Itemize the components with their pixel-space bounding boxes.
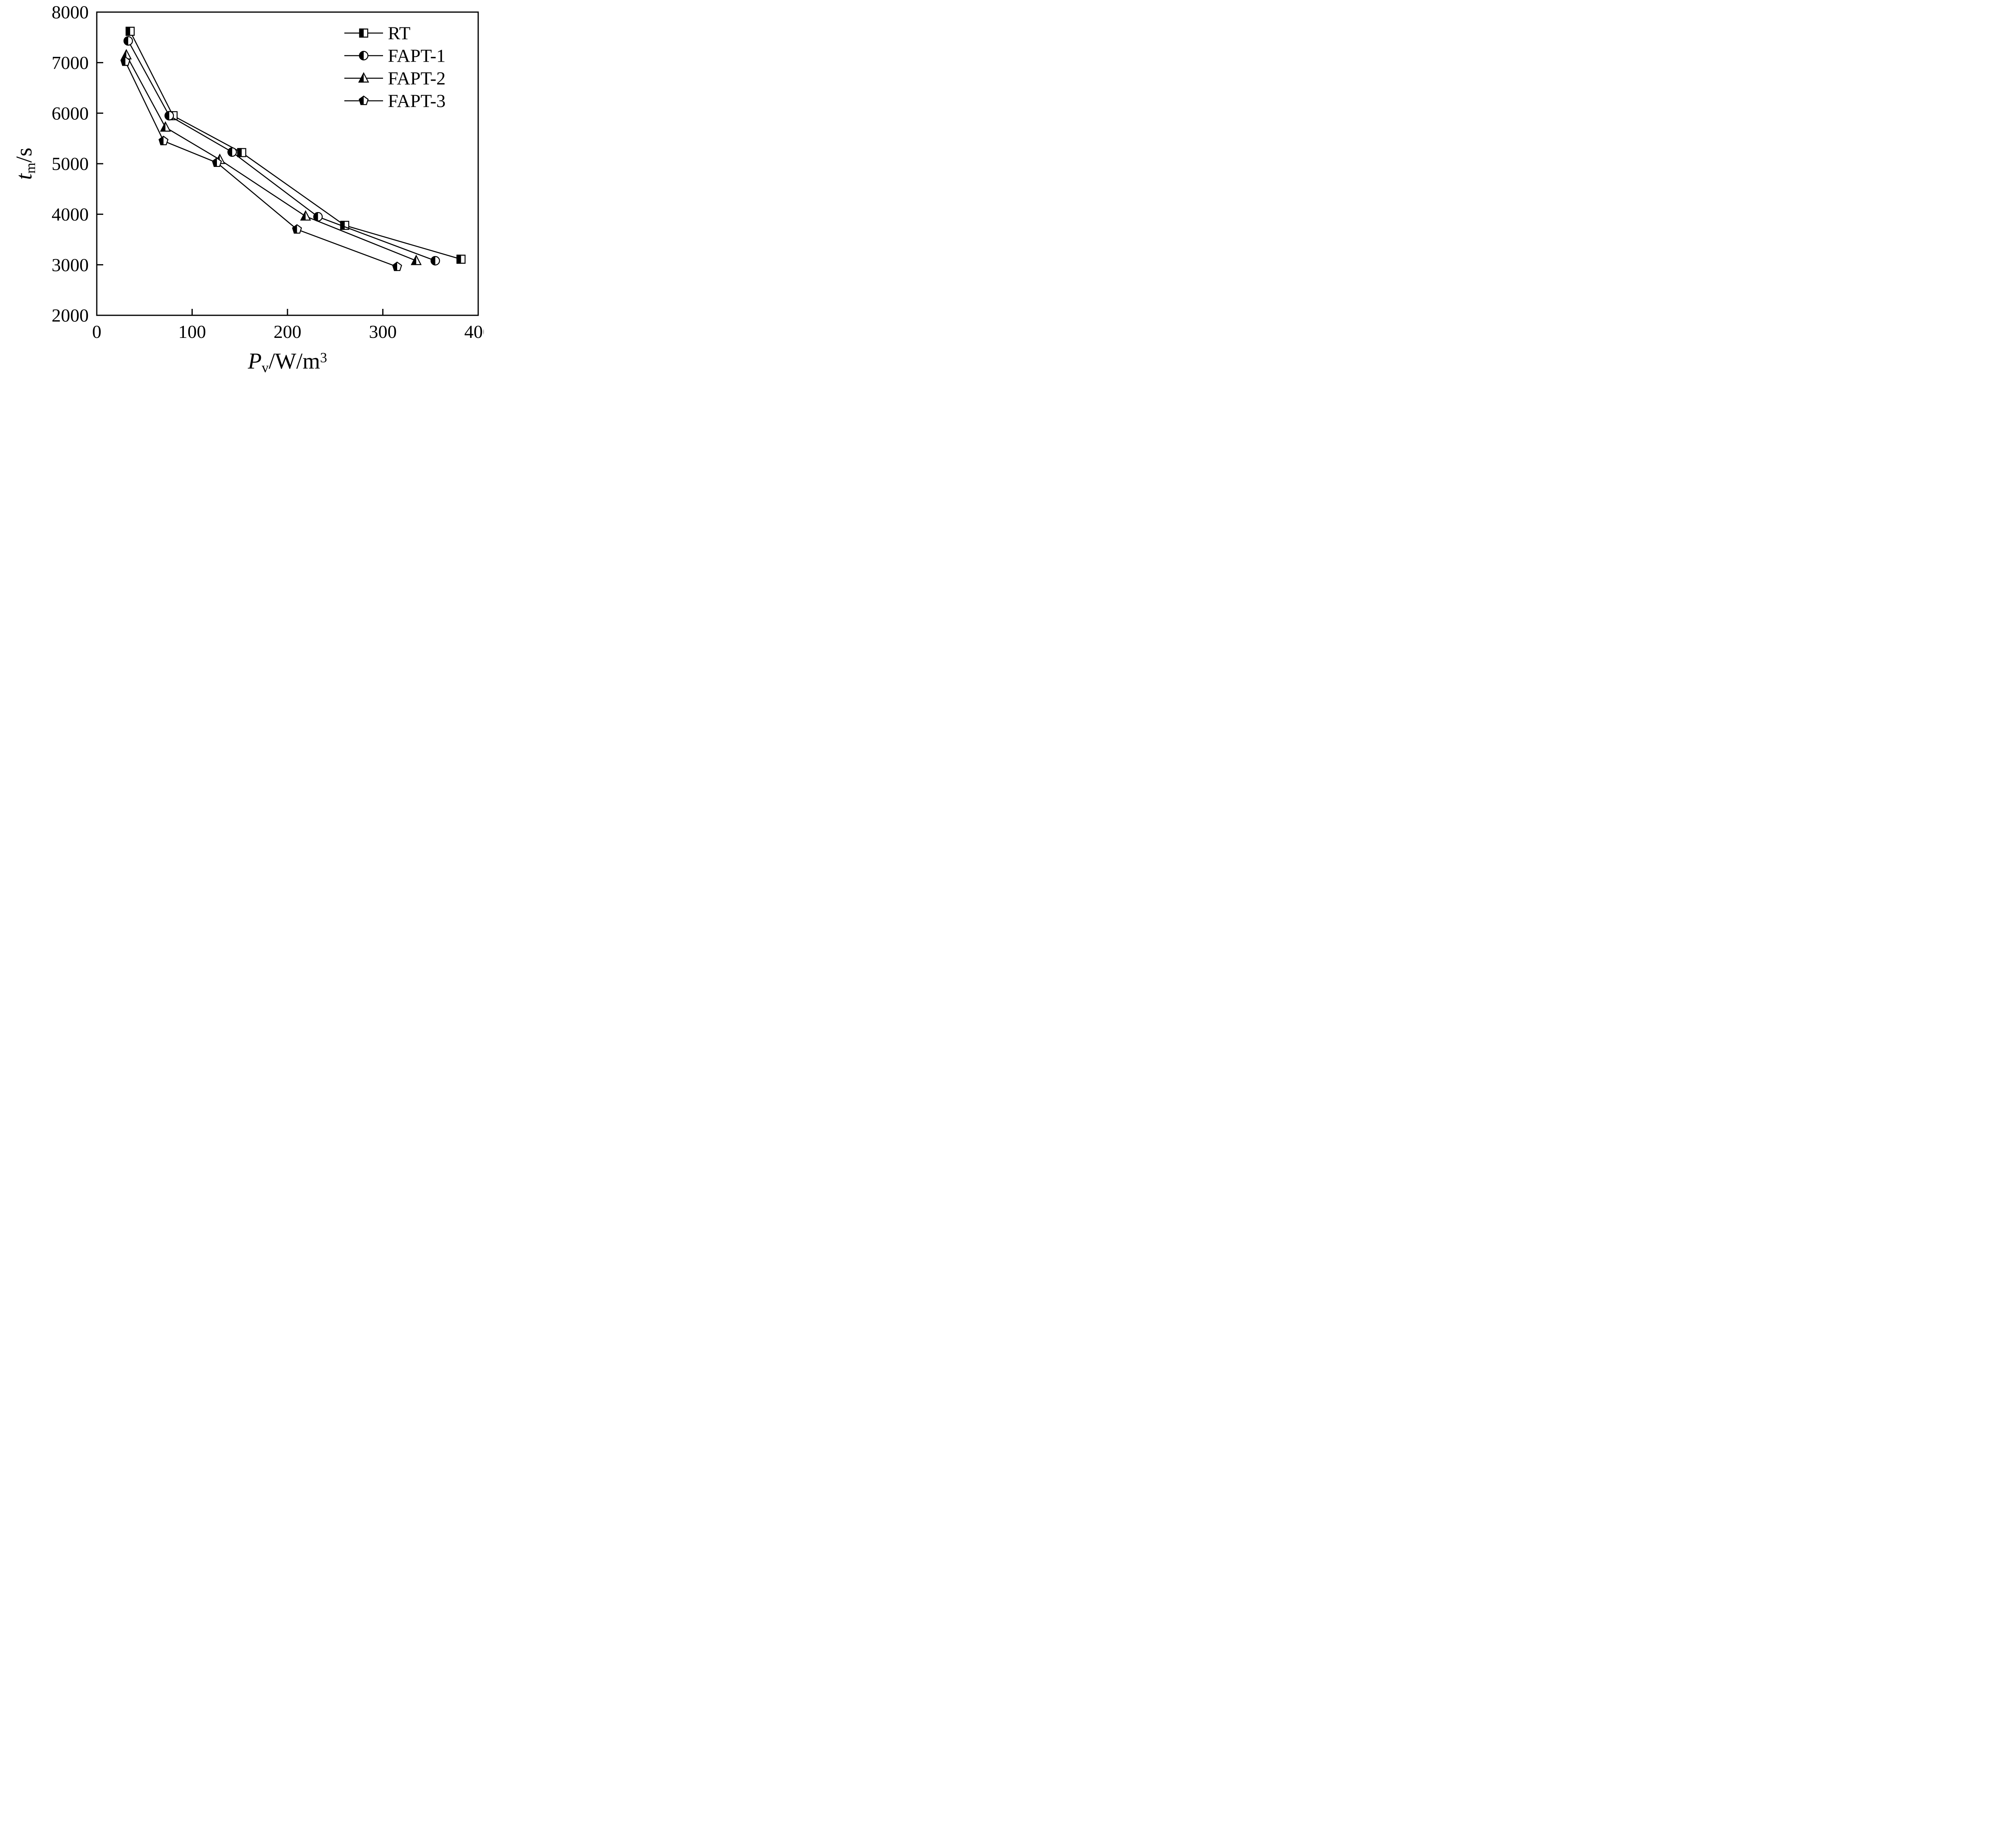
x-tick-label: 200 [274,321,302,342]
pentagon-marker-icon [212,157,222,167]
series-line [126,54,417,261]
series-line [125,61,398,267]
y-tick-label: 4000 [52,204,89,225]
square-marker-icon [456,254,466,264]
legend-label: FAPT-1 [388,46,446,66]
square-marker-icon [340,221,350,230]
pentagon-marker-icon [292,224,302,234]
legend-label: RT [388,23,410,44]
x-label-units: /W/m [269,349,320,374]
y-label-subscript: m [22,162,38,174]
circle-marker-icon [227,147,237,157]
x-label-subscript: v [261,359,269,375]
square-marker-icon [125,27,135,36]
series-fapt-2 [121,49,422,265]
line-chart-canvas: 0 100 200 300 400 2000 3000 4000 5000 6000 7000 800… [52,2,484,342]
y-label-symbol: t [12,173,37,180]
legend-label: FAPT-2 [388,68,446,89]
y-tick-label: 2000 [52,305,89,326]
legend-label: FAPT-3 [388,91,446,111]
pentagon-marker-icon [120,56,131,66]
y-label-units: /s [12,148,37,163]
x-tick-label: 100 [178,321,206,342]
y-tick-label: 6000 [52,103,89,123]
pentagon-marker-icon [392,261,402,271]
y-tick-label: 8000 [52,2,89,23]
x-tick-label: 300 [369,321,397,342]
legend-item-fapt-2: FAPT-2 [344,68,446,89]
x-label-superscript: 3 [320,350,327,366]
square-marker-icon [237,148,246,157]
y-axis-label: tm/s [11,148,39,180]
circle-marker-icon [359,51,369,60]
triangle-marker-icon [300,210,311,221]
circle-marker-icon [123,36,133,46]
circle-marker-icon [165,111,174,121]
x-label-symbol: P [248,349,262,374]
x-tick-label: 0 [92,321,102,342]
legend-item-fapt-3: FAPT-3 [344,91,446,111]
triangle-marker-icon [410,254,422,265]
pentagon-marker-icon [358,96,369,105]
pentagon-marker-icon [158,135,169,146]
triangle-marker-icon [358,72,369,83]
y-tick-label: 5000 [52,154,89,174]
circle-marker-icon [430,256,440,266]
square-marker-icon [359,28,369,38]
series-fapt-1 [123,36,440,266]
legend-item-rt: RT [344,23,410,44]
legend-item-fapt-1: FAPT-1 [344,46,446,66]
x-tick-label: 400 [464,321,484,342]
y-tick-label: 3000 [52,254,89,275]
y-tick-label: 7000 [52,52,89,73]
figure: 0 100 200 300 400 2000 3000 4000 5000 6000 7000 800… [0,0,484,385]
x-axis-label: Pv/W/m3 [248,348,327,376]
triangle-marker-icon [160,121,171,132]
series-fapt-3 [120,56,402,271]
